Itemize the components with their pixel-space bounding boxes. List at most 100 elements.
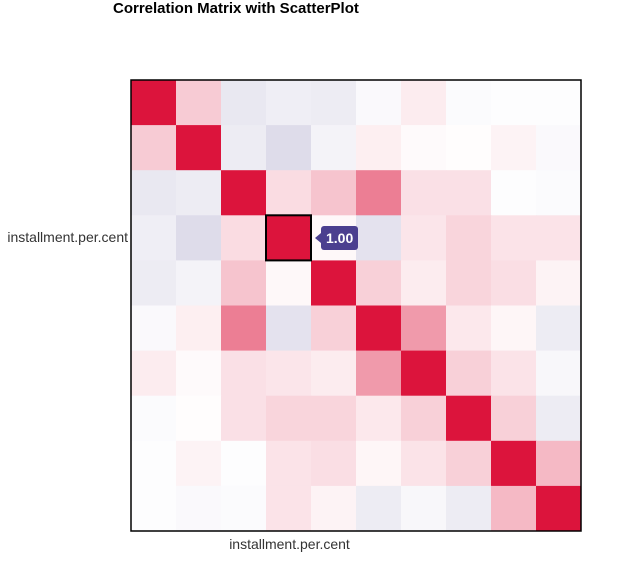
heatmap-cell-r1-c0[interactable] (131, 125, 177, 171)
heatmap-cell-r6-c4[interactable] (311, 350, 357, 397)
heatmap-cell-r6-c1[interactable] (176, 350, 222, 397)
heatmap-cell-r7-c3[interactable] (266, 395, 312, 442)
heatmap-cell-r2-c0[interactable] (131, 170, 177, 216)
heatmap-cell-r5-c3[interactable] (266, 305, 312, 352)
heatmap-cell-r4-c8[interactable] (491, 260, 537, 306)
heatmap-cell-r5-c0[interactable] (131, 305, 177, 352)
heatmap-cell-r4-c2[interactable] (221, 260, 267, 306)
heatmap-cell-r1-c6[interactable] (401, 125, 447, 171)
heatmap-cell-r0-c3[interactable] (266, 80, 312, 126)
heatmap-cell-r5-c8[interactable] (491, 305, 537, 352)
heatmap-cell-r3-c7[interactable] (446, 215, 492, 261)
heatmap-cell-r9-c5[interactable] (356, 485, 402, 532)
heatmap-cell-r6-c9[interactable] (536, 350, 582, 397)
heatmap-cell-r6-c3[interactable] (266, 350, 312, 397)
heatmap-cell-r1-c4[interactable] (311, 125, 357, 171)
heatmap-cell-r3-c8[interactable] (491, 215, 537, 261)
heatmap-cell-r0-c8[interactable] (491, 80, 537, 126)
heatmap-cell-r5-c1[interactable] (176, 305, 222, 352)
heatmap-cell-r8-c9[interactable] (536, 440, 582, 487)
heatmap-cell-r5-c4[interactable] (311, 305, 357, 352)
heatmap-cell-r6-c7[interactable] (446, 350, 492, 397)
heatmap-cell-r5-c5[interactable] (356, 305, 402, 352)
heatmap-cell-r5-c7[interactable] (446, 305, 492, 352)
heatmap-cell-r6-c8[interactable] (491, 350, 537, 397)
heatmap-cell-r7-c8[interactable] (491, 395, 537, 442)
heatmap-cell-r3-c1[interactable] (176, 215, 222, 261)
heatmap-cell-r0-c5[interactable] (356, 80, 402, 126)
heatmap-cell-r6-c5[interactable] (356, 350, 402, 397)
heatmap-cell-r2-c2[interactable] (221, 170, 267, 216)
heatmap-cell-r7-c4[interactable] (311, 395, 357, 442)
heatmap-cell-r7-c7[interactable] (446, 395, 492, 442)
heatmap-cell-r4-c0[interactable] (131, 260, 177, 306)
heatmap-cell-r4-c5[interactable] (356, 260, 402, 306)
heatmap-cell-r9-c4[interactable] (311, 485, 357, 532)
heatmap-cell-r1-c2[interactable] (221, 125, 267, 171)
heatmap-cell-r9-c3[interactable] (266, 485, 312, 532)
heatmap-cell-r1-c7[interactable] (446, 125, 492, 171)
heatmap-cell-r2-c8[interactable] (491, 170, 537, 216)
heatmap-cell-r8-c6[interactable] (401, 440, 447, 487)
heatmap-cell-r8-c5[interactable] (356, 440, 402, 487)
heatmap-cell-r5-c9[interactable] (536, 305, 582, 352)
heatmap-cell-r1-c5[interactable] (356, 125, 402, 171)
heatmap-cell-r3-c9[interactable] (536, 215, 582, 261)
heatmap-cell-r8-c7[interactable] (446, 440, 492, 487)
heatmap-cell-r0-c9[interactable] (536, 80, 582, 126)
heatmap-cell-r8-c0[interactable] (131, 440, 177, 487)
heatmap-cell-r7-c1[interactable] (176, 395, 222, 442)
heatmap-cell-r8-c3[interactable] (266, 440, 312, 487)
heatmap-cell-r3-c3[interactable] (266, 215, 312, 261)
heatmap-cell-r9-c0[interactable] (131, 485, 177, 532)
heatmap-cell-r4-c4[interactable] (311, 260, 357, 306)
heatmap-cell-r4-c7[interactable] (446, 260, 492, 306)
heatmap-cell-r3-c6[interactable] (401, 215, 447, 261)
heatmap-cell-r0-c4[interactable] (311, 80, 357, 126)
heatmap-cell-r8-c1[interactable] (176, 440, 222, 487)
heatmap-cell-r9-c6[interactable] (401, 485, 447, 532)
heatmap-cell-r0-c2[interactable] (221, 80, 267, 126)
heatmap-cell-r5-c2[interactable] (221, 305, 267, 352)
heatmap-cell-r1-c8[interactable] (491, 125, 537, 171)
heatmap-cell-r6-c0[interactable] (131, 350, 177, 397)
heatmap-cell-r2-c7[interactable] (446, 170, 492, 216)
heatmap-cell-r0-c1[interactable] (176, 80, 222, 126)
heatmap-cell-r7-c6[interactable] (401, 395, 447, 442)
heatmap-cell-r1-c9[interactable] (536, 125, 582, 171)
heatmap-cell-r4-c6[interactable] (401, 260, 447, 306)
heatmap-cell-r9-c7[interactable] (446, 485, 492, 532)
heatmap-cell-r7-c0[interactable] (131, 395, 177, 442)
heatmap-cell-r3-c0[interactable] (131, 215, 177, 261)
heatmap-cell-r0-c0[interactable] (131, 80, 177, 126)
heatmap-cell-r9-c1[interactable] (176, 485, 222, 532)
heatmap-cell-r2-c5[interactable] (356, 170, 402, 216)
heatmap-cell-r8-c8[interactable] (491, 440, 537, 487)
heatmap-cell-r7-c5[interactable] (356, 395, 402, 442)
heatmap-cell-r5-c6[interactable] (401, 305, 447, 352)
heatmap-cell-r4-c3[interactable] (266, 260, 312, 306)
heatmap-cell-r2-c3[interactable] (266, 170, 312, 216)
heatmap-cell-r8-c2[interactable] (221, 440, 267, 487)
heatmap-cell-r9-c2[interactable] (221, 485, 267, 532)
heatmap-cell-r7-c9[interactable] (536, 395, 582, 442)
heatmap-cell-r3-c5[interactable] (356, 215, 402, 261)
heatmap-cell-r2-c9[interactable] (536, 170, 582, 216)
heatmap-cell-r4-c9[interactable] (536, 260, 582, 306)
heatmap-cell-r7-c2[interactable] (221, 395, 267, 442)
heatmap-cell-r8-c4[interactable] (311, 440, 357, 487)
heatmap-cell-r2-c4[interactable] (311, 170, 357, 216)
heatmap-cell-r2-c1[interactable] (176, 170, 222, 216)
heatmap-cell-r4-c1[interactable] (176, 260, 222, 306)
heatmap-cell-r9-c8[interactable] (491, 485, 537, 532)
heatmap-cell-r2-c6[interactable] (401, 170, 447, 216)
heatmap-cell-r6-c6[interactable] (401, 350, 447, 397)
heatmap-cell-r0-c7[interactable] (446, 80, 492, 126)
heatmap-cell-r6-c2[interactable] (221, 350, 267, 397)
heatmap-cell-r9-c9[interactable] (536, 485, 582, 532)
heatmap-cell-r1-c3[interactable] (266, 125, 312, 171)
heatmap-cell-r3-c2[interactable] (221, 215, 267, 261)
heatmap-cells[interactable] (131, 80, 582, 532)
heatmap-cell-r0-c6[interactable] (401, 80, 447, 126)
